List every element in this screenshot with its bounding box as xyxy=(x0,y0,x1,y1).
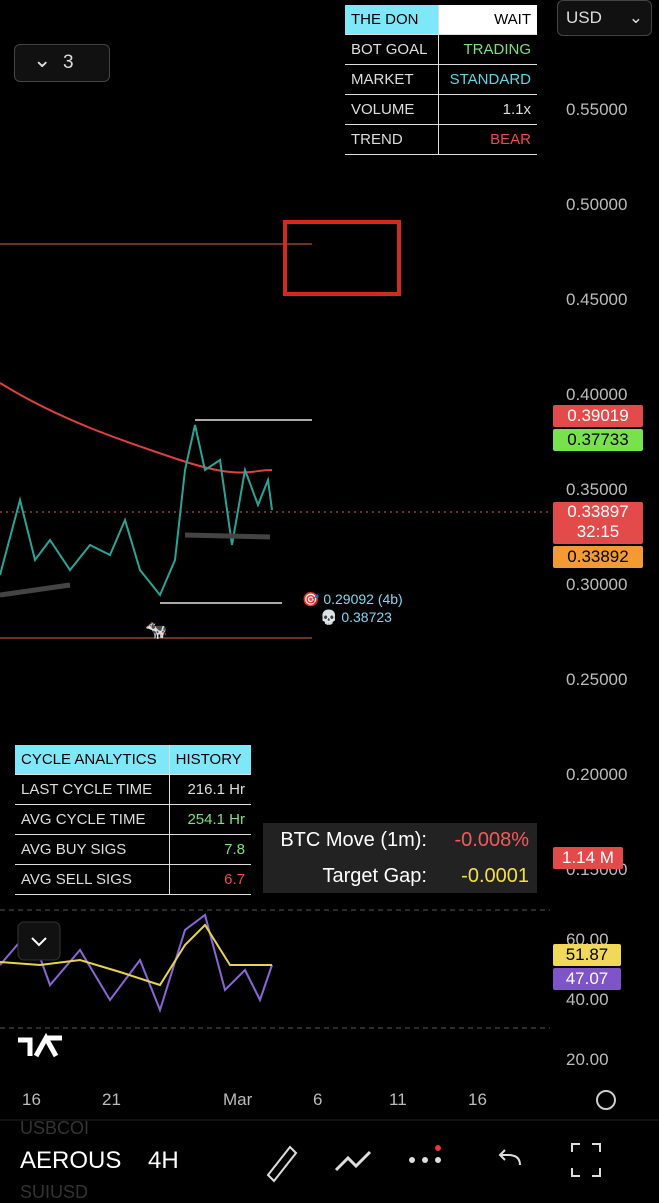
price-label: 0.55000 xyxy=(566,100,628,119)
osc-slow xyxy=(0,923,272,987)
status-row: MARKET STANDARD xyxy=(345,64,537,95)
status-row: THE DON WAIT xyxy=(345,5,537,35)
undo-icon[interactable] xyxy=(498,1149,521,1166)
interval[interactable]: 4H xyxy=(148,1147,179,1174)
indicator-icon[interactable] xyxy=(334,1150,372,1172)
btc-box: BTC Move (1m): -0.008% Target Gap: -0.0001 xyxy=(263,823,537,893)
price-label: 0.50000 xyxy=(566,195,628,214)
cycle-header-cell: HISTORY xyxy=(168,745,251,775)
cycle-row: AVG SELL SIGS 6.7 xyxy=(15,864,251,895)
osc-fast xyxy=(0,913,273,1013)
cycle-value: 254.1 Hr xyxy=(168,804,251,835)
ma-tag: 0.37733 xyxy=(553,429,643,451)
countdown: 32:15 xyxy=(576,522,620,541)
btc-value: -0.0001 xyxy=(461,865,529,887)
stop-price: 0.38723 xyxy=(341,609,392,625)
cycle-table: CYCLE ANALYTICS HISTORY LAST CYCLE TIME 216… xyxy=(15,745,251,895)
osc-tag: 51.87 xyxy=(553,944,621,966)
cycle-label: LAST CYCLE TIME xyxy=(15,774,170,805)
bid-tag: 0.33892 xyxy=(553,546,643,568)
watch-symbol[interactable]: USBCOI xyxy=(20,1118,90,1138)
cycle-value: 216.1 Hr xyxy=(168,774,251,805)
time-label: 16 xyxy=(22,1090,41,1109)
last-price-tag: 0.33897 32:15 xyxy=(553,502,643,544)
price-path xyxy=(0,424,273,597)
cycle-row: AVG CYCLE TIME 254.1 Hr xyxy=(15,804,251,835)
osc-label: 40.00 xyxy=(566,990,609,1009)
cycle-value: 7.8 xyxy=(168,834,251,865)
watch-symbol[interactable]: SUIUSD xyxy=(20,1182,89,1202)
cycle-label: AVG BUY SIGS xyxy=(15,834,170,865)
time-label: 11 xyxy=(389,1090,407,1109)
currency: USD xyxy=(566,8,602,27)
price-label: 0.40000 xyxy=(566,385,628,404)
cycle-row: AVG BUY SIGS 7.8 xyxy=(15,834,251,865)
status-value: TRADING xyxy=(437,34,537,65)
last-price: 0.33897 xyxy=(567,502,629,521)
status-row: TREND BEAR xyxy=(345,124,537,155)
time-label: 6 xyxy=(313,1090,323,1109)
price-label: 0.30000 xyxy=(566,575,628,594)
status-label: TREND xyxy=(345,124,439,155)
status-row: VOLUME 1.1x xyxy=(345,94,537,125)
zone-box xyxy=(283,220,401,296)
status-label: BOT GOAL xyxy=(345,34,439,65)
status-label: THE DON xyxy=(345,5,439,35)
time-label: 16 xyxy=(468,1090,487,1109)
cycle-header-cell: CYCLE ANALYTICS xyxy=(15,745,170,775)
settings-icon[interactable] xyxy=(596,1090,616,1110)
fullscreen-icon[interactable] xyxy=(571,1143,601,1177)
collapse-button[interactable]: ⌄ 3 xyxy=(14,44,110,82)
count: 3 xyxy=(63,52,74,73)
status-label: VOLUME xyxy=(345,94,439,125)
osc-tag: 47.07 xyxy=(553,968,621,990)
status-value: 1.1x xyxy=(437,94,537,125)
time-label: Mar xyxy=(223,1090,253,1109)
price-label: 0.20000 xyxy=(566,765,628,784)
cycle-value: 6.7 xyxy=(168,864,251,895)
logo xyxy=(18,1032,62,1058)
moving-average xyxy=(0,382,273,474)
target-price: 0.29092 (4b) xyxy=(323,591,403,607)
status-table: THE DON WAIT BOT GOAL TRADING MARKET STANDARD… xyxy=(345,5,537,155)
price-label: 0.35000 xyxy=(566,480,628,499)
btc-value: -0.008% xyxy=(454,829,530,851)
support-band xyxy=(0,532,271,598)
status-label: MARKET xyxy=(345,64,439,95)
status-value: WAIT xyxy=(437,5,537,35)
status-value: BEAR xyxy=(437,124,537,155)
cycle-label: AVG SELL SIGS xyxy=(15,864,170,895)
symbol[interactable]: AEROUS xyxy=(20,1147,122,1174)
price-label: 0.25000 xyxy=(566,670,628,689)
time-label: 21 xyxy=(102,1090,121,1109)
currency-select[interactable]: USD ⌄ xyxy=(557,0,652,36)
btc-label: BTC Move (1m): xyxy=(280,829,427,851)
draw-icon[interactable] xyxy=(266,1145,298,1183)
ma-tag: 0.39019 xyxy=(553,405,643,427)
cycle-header: CYCLE ANALYTICS HISTORY xyxy=(15,745,251,775)
price-label: 0.45000 xyxy=(566,290,628,309)
bull-icon: 🐄 xyxy=(145,620,168,640)
osc-label: 20.00 xyxy=(566,1050,609,1069)
status-row: BOT GOAL TRADING xyxy=(345,34,537,65)
volume-tag: 1.14 M xyxy=(553,847,623,869)
cycle-row: LAST CYCLE TIME 216.1 Hr xyxy=(15,774,251,805)
collapse-osc[interactable] xyxy=(17,921,61,961)
status-value: STANDARD xyxy=(437,64,537,95)
btc-label: Target Gap: xyxy=(322,865,427,887)
cycle-label: AVG CYCLE TIME xyxy=(15,804,170,835)
